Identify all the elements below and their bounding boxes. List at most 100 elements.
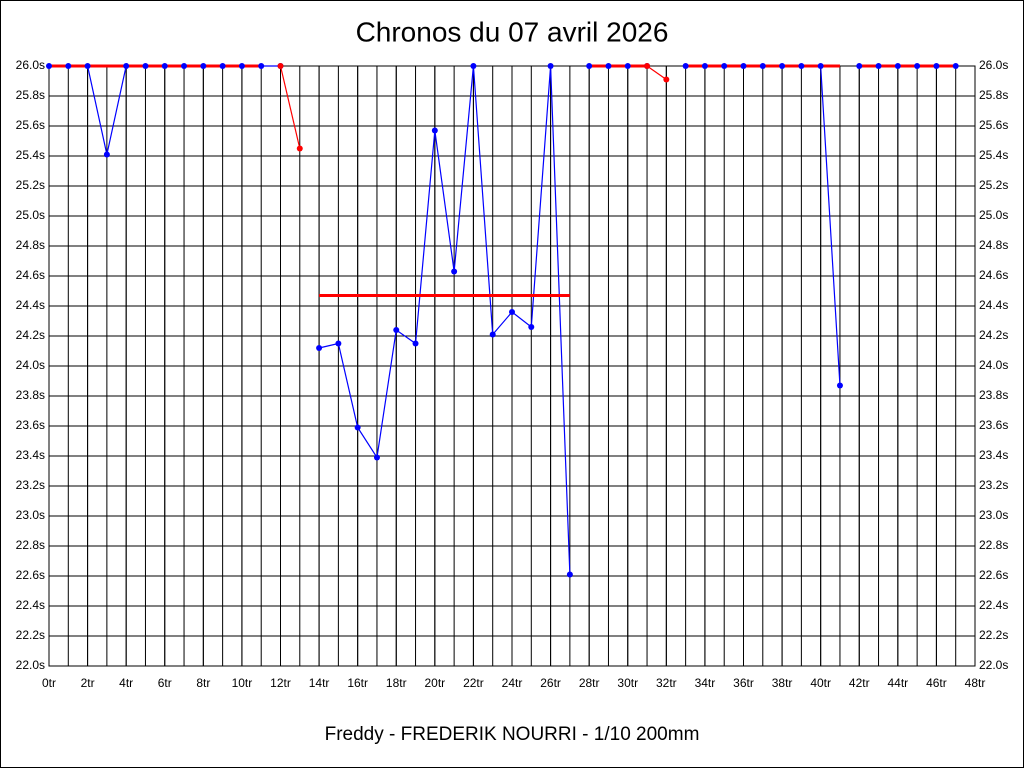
point [875, 63, 882, 69]
x-axis-label: Freddy - FREDERIK NOURRI - 1/10 200mm [325, 724, 700, 745]
y-tick-label: 26.0s [16, 58, 45, 72]
y-tick-label: 22.6s [16, 568, 45, 582]
y-tick-label: 23.0s [16, 508, 45, 522]
x-tick-label: 24tr [502, 676, 523, 690]
y2-tick-label: 23.2s [979, 478, 1008, 492]
chart-title: Chronos du 07 avril 2026 [356, 16, 669, 47]
x-tick-label: 10tr [232, 676, 253, 690]
y2-tick-label: 25.2s [979, 178, 1008, 192]
point [354, 424, 361, 431]
point [644, 63, 651, 69]
y2-tick-label: 23.0s [979, 508, 1008, 522]
point [103, 151, 110, 158]
point [586, 63, 593, 69]
point [200, 63, 207, 69]
y-tick-label: 24.0s [16, 358, 45, 372]
y2-tick-label: 22.4s [979, 598, 1008, 612]
x-tick-label: 26tr [540, 676, 561, 690]
y-tick-label: 23.8s [16, 388, 45, 402]
point [451, 268, 458, 275]
y2-tick-label: 25.6s [979, 118, 1008, 132]
x-tick-label: 34tr [695, 676, 716, 690]
point [335, 340, 342, 347]
y-tick-label: 25.8s [16, 88, 45, 102]
x-tick-label: 44tr [887, 676, 908, 690]
x-tick-label: 0tr [42, 676, 56, 690]
y-tick-label: 22.0s [16, 658, 45, 672]
point [142, 63, 149, 69]
point [373, 454, 380, 461]
x-tick-label: 28tr [579, 676, 600, 690]
point [296, 145, 303, 152]
point [489, 331, 496, 338]
point [566, 571, 573, 578]
point [65, 63, 72, 69]
point [258, 63, 265, 69]
x-tick-label: 16tr [347, 676, 368, 690]
x-tick-label: 2tr [81, 676, 95, 690]
series-line [279, 65, 301, 149]
y-tick-label: 23.2s [16, 478, 45, 492]
x-tick-label: 30tr [617, 676, 638, 690]
series-line [646, 65, 667, 80]
point [547, 63, 554, 69]
point [663, 76, 670, 83]
y-tick-label: 25.2s [16, 178, 45, 192]
y-tick-label: 25.6s [16, 118, 45, 132]
y-tick-label: 22.4s [16, 598, 45, 612]
point [528, 324, 535, 330]
point [836, 382, 843, 389]
point [682, 63, 689, 69]
point [817, 63, 824, 69]
y2-tick-label: 22.6s [979, 568, 1008, 582]
x-tick-label: 8tr [196, 676, 210, 690]
y2-tick-label: 26.0s [979, 58, 1008, 72]
point [123, 63, 130, 69]
x-tick-label: 38tr [772, 676, 793, 690]
x-tick-label: 40tr [810, 676, 831, 690]
point [721, 63, 728, 69]
x-tick-label: 32tr [656, 676, 677, 690]
point [219, 63, 226, 69]
point [605, 63, 612, 69]
y2-tick-label: 25.4s [979, 148, 1008, 162]
y2-tick-label: 23.6s [979, 418, 1008, 432]
y2-tick-label: 23.4s [979, 448, 1008, 462]
x-tick-label: 46tr [926, 676, 947, 690]
point [161, 63, 168, 69]
y2-tick-label: 23.8s [979, 388, 1008, 402]
y-tick-label: 22.8s [16, 538, 45, 552]
point [277, 63, 284, 69]
y2-tick-label: 25.8s [979, 88, 1008, 102]
x-tick-label: 42tr [849, 676, 870, 690]
y2-tick-label: 24.8s [979, 238, 1008, 252]
y2-tick-label: 22.0s [979, 658, 1008, 672]
point [470, 63, 477, 69]
point [316, 345, 323, 351]
point [624, 63, 631, 69]
y-tick-label: 24.4s [16, 298, 45, 312]
point [933, 63, 940, 69]
point [46, 63, 52, 69]
y2-tick-label: 24.6s [979, 268, 1008, 282]
y-tick-label: 25.0s [16, 208, 45, 222]
series-line [318, 65, 571, 575]
y2-tick-label: 25.0s [979, 208, 1008, 222]
y-tick-label: 24.2s [16, 328, 45, 342]
x-tick-label: 4tr [119, 676, 133, 690]
point [740, 63, 747, 69]
x-tick-label: 20tr [424, 676, 445, 690]
x-tick-label: 6tr [158, 676, 172, 690]
point [238, 63, 245, 69]
y-tick-label: 23.6s [16, 418, 45, 432]
point [84, 63, 91, 69]
y-tick-label: 24.8s [16, 238, 45, 252]
point [393, 327, 400, 333]
point [509, 309, 515, 315]
plot-border [48, 65, 976, 667]
x-tick-label: 22tr [463, 676, 484, 690]
y-tick-label: 22.2s [16, 628, 45, 642]
point [914, 63, 921, 69]
point [798, 63, 805, 69]
